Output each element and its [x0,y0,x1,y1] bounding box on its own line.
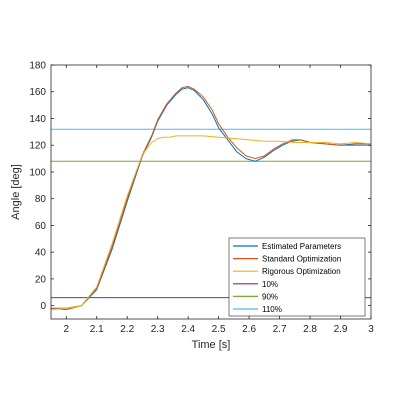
legend-label: Estimated Parameters [262,242,341,251]
series-layer [50,85,372,311]
x-tick-label: 2.3 [151,324,165,335]
x-tick-label: 3 [368,324,374,335]
legend-label: Standard Optimization [262,255,341,264]
y-tick-label: 160 [29,87,46,98]
x-tick-label: 2.7 [273,324,287,335]
y-tick-label: 120 [29,141,46,152]
x-tick-label: 2.8 [303,324,317,335]
y-tick-label: 20 [35,274,47,285]
series-line-2 [50,135,372,311]
legend-label: 10% [262,280,278,289]
legend-label: 110% [262,305,282,314]
y-tick-label: 140 [29,114,46,125]
x-tick-label: 2.2 [120,324,134,335]
x-axis-label: Time [s] [192,339,231,351]
y-axis: 0 20 40 60 80 100 120 140 160 180 [29,61,371,312]
x-tick-label: 2.9 [334,324,348,335]
y-tick-label: 80 [35,194,47,205]
x-tick-label: 2.5 [212,324,226,335]
x-tick-label: 2 [63,324,69,335]
x-axis: 2 2.1 2.2 2.3 2.4 2.5 2.6 2.7 2.8 2.9 3 [63,65,374,335]
legend: Estimated Parameters Standard Optimizatio… [228,237,366,317]
plot-frame [50,64,372,320]
x-tick-label: 2.6 [242,324,256,335]
legend-box [228,237,366,317]
y-tick-label: 0 [40,301,46,312]
legend-label: Rigorous Optimization [262,267,341,276]
y-tick-label: 40 [35,248,47,259]
x-tick-label: 2.4 [181,324,195,335]
y-axis-label: Angle [deg] [10,164,22,220]
series-line-1 [50,85,371,311]
legend-label: 90% [262,292,278,301]
y-tick-label: 100 [29,167,46,178]
y-tick-label: 60 [35,221,47,232]
x-tick-label: 2.1 [90,324,104,335]
y-tick-label: 180 [29,61,46,72]
